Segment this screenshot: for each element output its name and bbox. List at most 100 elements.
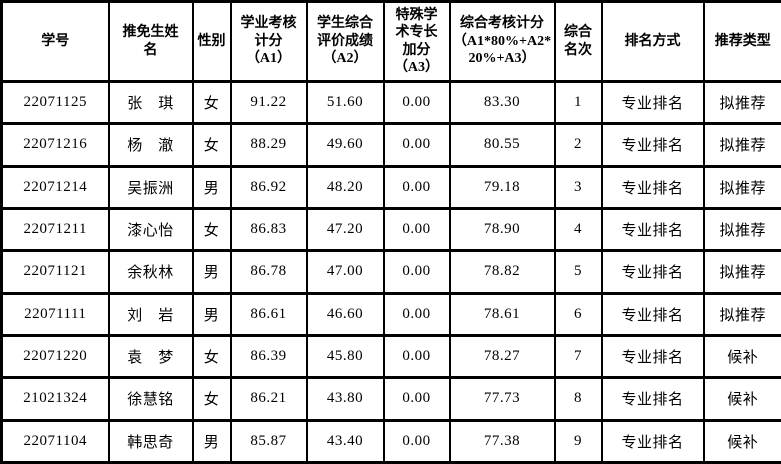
cell-ranking-method: 专业排名 [600, 333, 705, 380]
cell-a2-score: 45.80 [305, 333, 385, 380]
cell-gender: 男 [191, 249, 232, 295]
cell-a1-score: 86.21 [229, 376, 308, 422]
cell-a1-score: 86.39 [229, 333, 308, 380]
cell-student-id: 22071220 [0, 333, 110, 380]
table-row: 22071216 杨 澈女 88.29 49.60 0.00 80.55 2 专业排名 拟推荐 [0, 122, 781, 168]
cell-composite-score: 79.18 [448, 164, 556, 210]
cell-gender: 男 [191, 418, 232, 464]
cell-candidate-name: 张 琪 [107, 79, 194, 126]
cell-overall-rank: 8 [553, 376, 603, 422]
table-row: 22071121 余秋林男 86.78 47.00 0.00 78.82 5 专业排名 拟推荐 [0, 249, 781, 295]
cell-recommend-type: 拟推荐 [702, 291, 781, 337]
column-header-a3-bonus: 特殊学 术专长 加分 （A3） [382, 0, 451, 83]
cell-a1-score: 86.92 [229, 164, 308, 210]
cell-a3-bonus: 0.00 [382, 122, 451, 168]
cell-overall-rank: 6 [553, 291, 603, 337]
cell-recommend-type: 候补 [702, 376, 781, 422]
cell-overall-rank: 2 [553, 122, 603, 168]
column-header-student-id: 学号 [0, 0, 110, 83]
column-header-ranking-method: 排名方式 [600, 0, 705, 83]
table-row: 22071125 张 琪女 91.22 51.60 0.00 83.30 1 专业排名 拟推荐 [0, 79, 781, 126]
cell-a3-bonus: 0.00 [382, 418, 451, 464]
cell-candidate-name: 徐慧铭 [107, 376, 194, 422]
cell-candidate-name: 杨 澈 [107, 122, 194, 168]
cell-a1-score: 85.87 [229, 418, 308, 464]
cell-ranking-method: 专业排名 [600, 79, 705, 126]
cell-gender: 女 [191, 376, 232, 422]
cell-overall-rank: 3 [553, 164, 603, 210]
cell-composite-score: 78.82 [448, 249, 556, 295]
table-row: 21021324 徐慧铭女 86.21 43.80 0.00 77.73 8 专业排名 候补 [0, 376, 781, 422]
cell-ranking-method: 专业排名 [600, 164, 705, 210]
cell-ranking-method: 专业排名 [600, 418, 705, 464]
cell-a3-bonus: 0.00 [382, 291, 451, 337]
table-row: 22071104 韩思奇男 85.87 43.40 0.00 77.38 9 专业排名 候补 [0, 418, 781, 464]
cell-a2-score: 48.20 [305, 164, 385, 210]
cell-composite-score: 77.38 [448, 418, 556, 464]
cell-overall-rank: 4 [553, 206, 603, 253]
cell-composite-score: 80.55 [448, 122, 556, 168]
cell-candidate-name: 漆心怡 [107, 206, 194, 253]
cell-recommend-type: 拟推荐 [702, 79, 781, 126]
cell-a3-bonus: 0.00 [382, 164, 451, 210]
cell-ranking-method: 专业排名 [600, 122, 705, 168]
cell-a2-score: 47.00 [305, 249, 385, 295]
cell-a3-bonus: 0.00 [382, 333, 451, 380]
cell-a1-score: 86.78 [229, 249, 308, 295]
cell-a1-score: 88.29 [229, 122, 308, 168]
cell-composite-score: 83.30 [448, 79, 556, 126]
cell-candidate-name: 余秋林 [107, 249, 194, 295]
cell-a2-score: 43.80 [305, 376, 385, 422]
column-header-a1-score: 学业考核 计分 （A1） [229, 0, 308, 83]
cell-overall-rank: 7 [553, 333, 603, 380]
column-header-composite-score: 综合考核计分 （A1*80%+A2* 20%+A3） [448, 0, 556, 83]
cell-a2-score: 49.60 [305, 122, 385, 168]
cell-gender: 女 [191, 333, 232, 380]
cell-recommend-type: 拟推荐 [702, 206, 781, 253]
table-row: 22071220 袁 梦女 86.39 45.80 0.00 78.27 7 专业排名 候补 [0, 333, 781, 380]
cell-composite-score: 78.27 [448, 333, 556, 380]
cell-ranking-method: 专业排名 [600, 376, 705, 422]
cell-ranking-method: 专业排名 [600, 206, 705, 253]
cell-student-id: 22071216 [0, 122, 110, 168]
cell-a3-bonus: 0.00 [382, 79, 451, 126]
cell-recommend-type: 拟推荐 [702, 122, 781, 168]
cell-student-id: 22071214 [0, 164, 110, 210]
cell-candidate-name: 吴振洲 [107, 164, 194, 210]
table-row: 22071211 漆心怡女 86.83 47.20 0.00 78.90 4 专业排名 拟推荐 [0, 206, 781, 253]
cell-candidate-name: 刘 岩 [107, 291, 194, 337]
cell-student-id: 22071125 [0, 79, 110, 126]
cell-a3-bonus: 0.00 [382, 249, 451, 295]
cell-student-id: 22071211 [0, 206, 110, 253]
column-header-gender: 性别 [191, 0, 232, 83]
cell-recommend-type: 候补 [702, 333, 781, 380]
cell-student-id: 21021324 [0, 376, 110, 422]
cell-overall-rank: 1 [553, 79, 603, 126]
cell-student-id: 22071121 [0, 249, 110, 295]
cell-candidate-name: 袁 梦 [107, 333, 194, 380]
table-row: 22071214 吴振洲男 86.92 48.20 0.00 79.18 3 专业排名 拟推荐 [0, 164, 781, 210]
cell-a2-score: 43.40 [305, 418, 385, 464]
cell-candidate-name: 韩思奇 [107, 418, 194, 464]
cell-a1-score: 91.22 [229, 79, 308, 126]
cell-a3-bonus: 0.00 [382, 376, 451, 422]
cell-composite-score: 77.73 [448, 376, 556, 422]
cell-gender: 女 [191, 206, 232, 253]
cell-composite-score: 78.90 [448, 206, 556, 253]
cell-a2-score: 47.20 [305, 206, 385, 253]
column-header-recommend-type: 推荐类型 [702, 0, 781, 83]
cell-recommend-type: 拟推荐 [702, 249, 781, 295]
cell-gender: 男 [191, 291, 232, 337]
column-header-overall-rank: 综合 名次 [553, 0, 603, 83]
cell-gender: 女 [191, 122, 232, 168]
cell-gender: 女 [191, 79, 232, 126]
cell-ranking-method: 专业排名 [600, 249, 705, 295]
table-row: 22071111 刘 岩男 86.61 46.60 0.00 78.61 6 专业排名 拟推荐 [0, 291, 781, 337]
column-header-candidate-name: 推免生姓 名 [107, 0, 194, 83]
column-header-a2-score: 学生综合 评价成绩 （A2） [305, 0, 385, 83]
cell-recommend-type: 拟推荐 [702, 164, 781, 210]
cell-overall-rank: 5 [553, 249, 603, 295]
cell-a3-bonus: 0.00 [382, 206, 451, 253]
